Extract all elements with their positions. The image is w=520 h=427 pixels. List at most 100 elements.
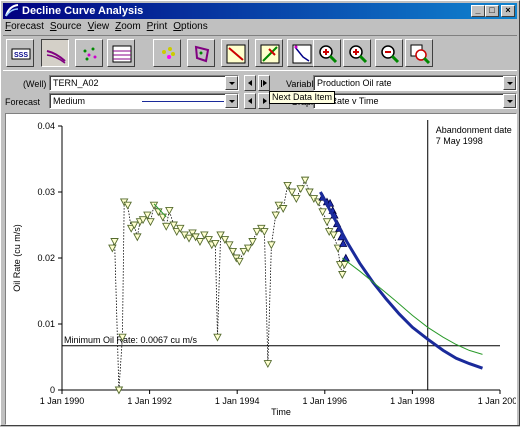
- history-point: [188, 229, 197, 238]
- graph-combo[interactable]: Oil Rate v Time: [313, 93, 517, 109]
- forecast-green-line: [341, 257, 483, 355]
- y-tick-label: 0: [50, 385, 55, 395]
- history-point: [340, 261, 349, 270]
- zoom-in-2-icon: [349, 45, 368, 64]
- x-tick-label: 1 Jan 2000: [478, 396, 516, 406]
- green-segment-line: [153, 203, 167, 218]
- history-point: [195, 238, 205, 246]
- menu-view[interactable]: View: [87, 21, 110, 32]
- variable-label: Variable: [286, 79, 319, 89]
- abandonment-label: Abandonment date: [436, 125, 512, 135]
- history-point: [146, 218, 155, 227]
- history-point: [123, 201, 132, 210]
- y-tick-label: 0.03: [37, 187, 55, 197]
- variable-combo[interactable]: Production Oil rate: [313, 75, 517, 91]
- forecast-dropdown-arrow[interactable]: [225, 94, 238, 108]
- history-point: [213, 333, 222, 342]
- x-tick-label: 1 Jan 1990: [40, 396, 85, 406]
- history-point: [184, 234, 194, 243]
- history-point: [176, 224, 185, 233]
- menu-zoom[interactable]: Zoom: [115, 21, 141, 32]
- history-point: [287, 188, 297, 197]
- history-point: [138, 216, 148, 225]
- history-point: [191, 233, 200, 242]
- polygon-tool-button[interactable]: [187, 39, 215, 67]
- history-point: [278, 205, 288, 213]
- zoom-in-2-tool-button[interactable]: [343, 39, 371, 67]
- history-point: [216, 231, 225, 240]
- history-point: [220, 236, 230, 244]
- forecast-label: Forecast: [5, 97, 41, 107]
- menu-source[interactable]: Source: [49, 21, 82, 32]
- well-combo[interactable]: TERN_A02: [49, 75, 239, 91]
- y-tick-label: 0.02: [37, 253, 55, 263]
- select-line-tool-button[interactable]: [221, 39, 249, 67]
- history-point: [211, 240, 220, 248]
- wells-tool-button[interactable]: SSS: [6, 39, 34, 67]
- menu-print[interactable]: Print: [146, 21, 168, 32]
- history-point: [322, 218, 332, 227]
- history-point: [204, 236, 213, 244]
- scatter-tool-button[interactable]: [75, 39, 103, 67]
- decline-curve-chart[interactable]: 0 0.01 0.02 0.03 0.04 1 Jan 1990 1 Jan 1992 1 J…: [6, 114, 520, 424]
- point-line-icon: [292, 44, 312, 64]
- curves-icon: [46, 50, 66, 64]
- fitted-point: [341, 253, 350, 262]
- history-point: [165, 207, 174, 215]
- wells-icon: SSS: [11, 48, 31, 60]
- history-point: [283, 181, 292, 190]
- history-point: [296, 185, 305, 194]
- history-point: [292, 195, 301, 204]
- menu-forecast[interactable]: Forecast: [5, 21, 44, 32]
- menu-options[interactable]: Options: [173, 21, 208, 32]
- window-title: Decline Curve Analysis: [22, 5, 144, 17]
- points-tool-button[interactable]: [153, 39, 181, 67]
- x-tick-label: 1 Jan 1992: [127, 396, 172, 406]
- zoom-in-tool-button[interactable]: [313, 39, 341, 67]
- x-tick-label: 1 Jan 1994: [215, 396, 260, 406]
- x-tick-label: 1 Jan 1998: [390, 396, 435, 406]
- prev-forecast-button[interactable]: [244, 93, 256, 109]
- variable-dropdown-arrow[interactable]: [503, 76, 516, 90]
- maximize-button[interactable]: □: [485, 5, 499, 17]
- edit-line-icon: [260, 44, 280, 64]
- history-point: [114, 386, 124, 395]
- minimize-button[interactable]: _: [471, 5, 485, 17]
- next-data-item-button[interactable]: [258, 75, 270, 91]
- polygon-icon: [194, 45, 210, 63]
- history-point: [130, 221, 139, 230]
- curves-tool-button[interactable]: [41, 39, 69, 67]
- min-rate-label: Minimum Oil Rate: 0.0067 cu m/s: [64, 335, 198, 345]
- y-axis-label: Oil Rate (cu m/s): [12, 224, 22, 292]
- zoom-reset-tool-button[interactable]: [405, 39, 433, 67]
- table-tool-button[interactable]: [107, 39, 135, 67]
- history-point: [243, 244, 253, 253]
- history-point: [169, 221, 178, 230]
- history-point: [318, 208, 327, 217]
- zoom-reset-icon: [410, 44, 431, 65]
- edit-line-tool-button[interactable]: [255, 39, 283, 67]
- close-button[interactable]: ×: [501, 5, 515, 17]
- plot-panel[interactable]: 0 0.01 0.02 0.03 0.04 1 Jan 1990 1 Jan 1992 1 J…: [5, 113, 520, 425]
- prev-well-button[interactable]: [244, 75, 256, 91]
- history-point: [158, 213, 167, 222]
- history-point: [143, 211, 152, 220]
- history-point: [305, 188, 314, 197]
- well-dropdown-arrow[interactable]: [225, 76, 238, 90]
- zoom-out-tool-button[interactable]: [375, 39, 403, 67]
- y-tick-label: 0.01: [37, 319, 55, 329]
- history-point: [172, 228, 182, 237]
- history-point: [133, 233, 142, 242]
- history-point: [228, 247, 238, 256]
- title-bar[interactable]: Decline Curve Analysis _ □ ×: [3, 3, 517, 19]
- point-line-tool-button[interactable]: [287, 39, 315, 67]
- toolbar: SSS: [3, 35, 517, 71]
- history-point: [252, 228, 262, 237]
- well-label: (Well): [23, 79, 47, 89]
- svg-text:SSS: SSS: [14, 52, 28, 59]
- history-point: [338, 271, 347, 279]
- history-point: [235, 257, 244, 266]
- forecast-combo[interactable]: Medium: [49, 93, 239, 109]
- graph-dropdown-arrow[interactable]: [503, 94, 516, 108]
